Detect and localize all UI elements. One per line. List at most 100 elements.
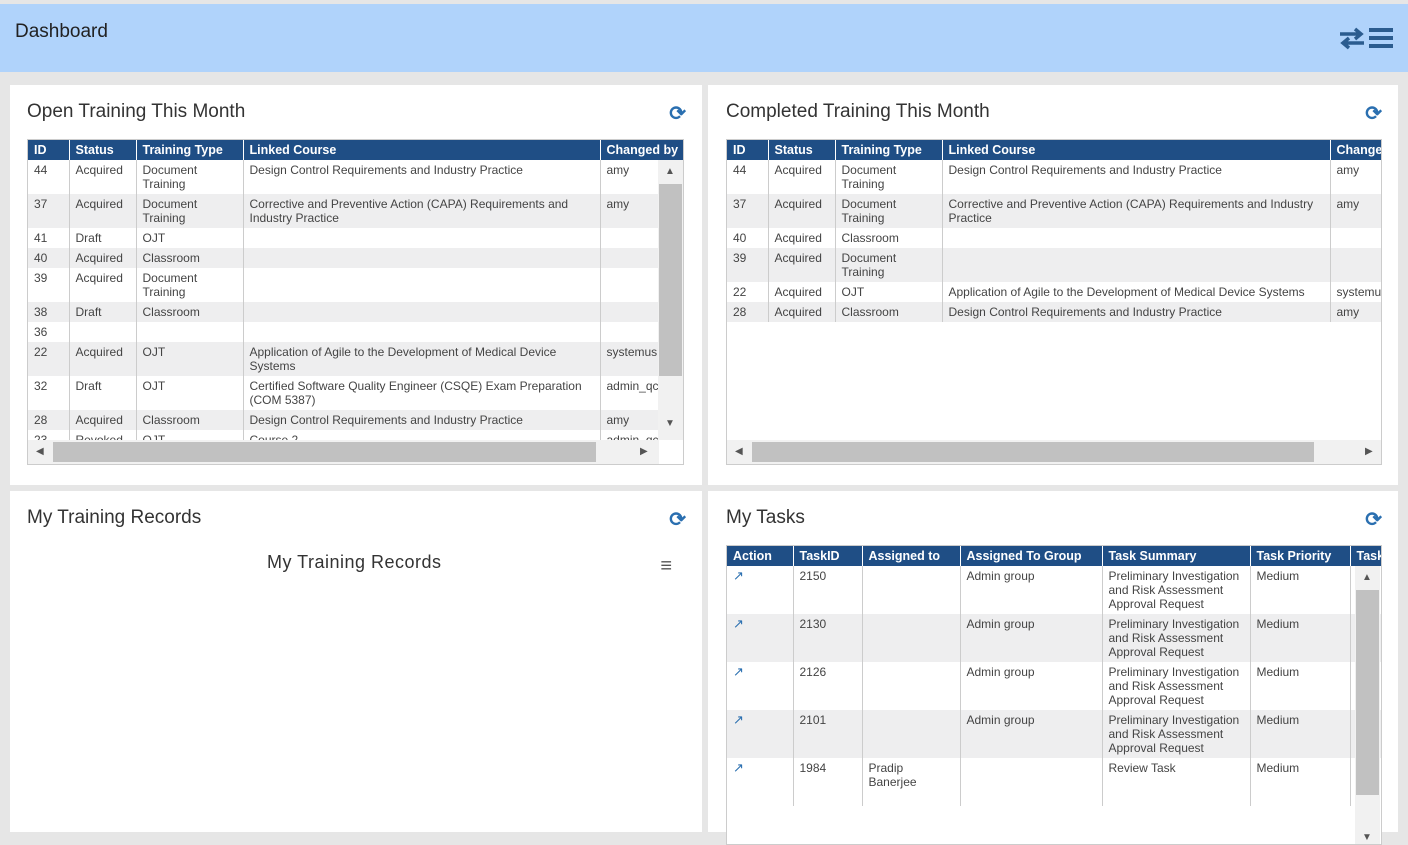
column-header[interactable]: ID bbox=[727, 140, 769, 160]
column-header[interactable]: Changed by bbox=[600, 140, 683, 160]
table-cell: Acquired bbox=[69, 194, 137, 228]
table-row[interactable]: ↗ 1984 Pradip Banerjee Review Task Medium bbox=[727, 758, 1381, 806]
table-row[interactable]: 37 Acquired Document Training Corrective an… bbox=[28, 194, 683, 228]
table-cell: Admin group bbox=[960, 662, 1103, 710]
column-header[interactable]: Task Priority bbox=[1250, 546, 1351, 566]
open-training-table: ID Status Training Type Linked Course Change… bbox=[27, 139, 684, 465]
vertical-scrollbar[interactable]: ▲ ▼ bbox=[658, 160, 683, 440]
table-cell bbox=[243, 268, 601, 302]
table-row[interactable]: 40 Acquired Classroom bbox=[28, 248, 683, 268]
table-cell: Application of Agile to the Development … bbox=[942, 282, 1331, 302]
table-row[interactable]: ↗ 2150 Admin group Preliminary Investigatio… bbox=[727, 566, 1381, 614]
table-row[interactable]: 28 Acquired Classroom Design Control Requir… bbox=[727, 302, 1381, 322]
table-row[interactable]: 44 Acquired Document Training Design Contro… bbox=[28, 160, 683, 194]
table-cell bbox=[1330, 228, 1381, 248]
swap-arrows-icon[interactable] bbox=[1338, 26, 1366, 50]
table-cell: 22 bbox=[28, 342, 70, 376]
column-header[interactable]: Training Type bbox=[835, 140, 943, 160]
table-cell: OJT bbox=[136, 228, 244, 248]
chart-menu-icon[interactable]: ≡ bbox=[660, 555, 672, 577]
column-header[interactable]: Status bbox=[69, 140, 137, 160]
refresh-icon[interactable]: ⟳ bbox=[669, 103, 686, 125]
table-cell: OJT bbox=[835, 282, 943, 302]
column-header[interactable]: ID bbox=[28, 140, 70, 160]
table-row[interactable]: ↗ 2101 Admin group Preliminary Investigatio… bbox=[727, 710, 1381, 758]
table-row[interactable]: 22 Acquired OJT Application of Agile to the… bbox=[28, 342, 683, 376]
table-cell bbox=[862, 566, 961, 614]
open-external-icon[interactable]: ↗ bbox=[733, 760, 744, 775]
table-row[interactable]: 40 Acquired Classroom bbox=[727, 228, 1381, 248]
column-header[interactable]: Changed by bbox=[1330, 140, 1381, 160]
table-cell: 2150 bbox=[793, 566, 863, 614]
table-cell: Medium bbox=[1250, 710, 1351, 758]
horizontal-scrollbar[interactable]: ◀ ▶ bbox=[727, 440, 1381, 464]
column-header[interactable]: Status bbox=[768, 140, 836, 160]
header-row: ID Status Training Type Linked Course Change… bbox=[28, 140, 683, 160]
horizontal-scrollbar[interactable]: ◀ ▶ bbox=[28, 440, 659, 464]
panel-title: My Training Records bbox=[27, 507, 202, 528]
table-cell: Acquired bbox=[768, 282, 836, 302]
table-cell: Certified Software Quality Engineer (CSQ… bbox=[243, 376, 601, 410]
column-header[interactable]: Assigned to bbox=[862, 546, 961, 566]
table-row[interactable]: 38 Draft Classroom bbox=[28, 302, 683, 322]
table-cell: Acquired bbox=[768, 228, 836, 248]
action-cell: ↗ bbox=[727, 566, 794, 614]
column-header[interactable]: Training Type bbox=[136, 140, 244, 160]
open-external-icon[interactable]: ↗ bbox=[733, 664, 744, 679]
table-cell: Acquired bbox=[69, 248, 137, 268]
refresh-icon[interactable]: ⟳ bbox=[1365, 509, 1382, 531]
table-cell: Medium bbox=[1250, 614, 1351, 662]
table-cell: 32 bbox=[28, 376, 70, 410]
column-header[interactable]: Assigned To Group bbox=[960, 546, 1103, 566]
table-cell bbox=[69, 322, 137, 342]
panel-title: My Tasks bbox=[726, 507, 805, 528]
table-row[interactable]: ↗ 2130 Admin group Preliminary Investigatio… bbox=[727, 614, 1381, 662]
table-cell: 22 bbox=[727, 282, 769, 302]
table-cell: Document Training bbox=[136, 268, 244, 302]
table-cell: Acquired bbox=[69, 160, 137, 194]
table-cell bbox=[243, 228, 601, 248]
table-row[interactable]: 22 Acquired OJT Application of Agile to the… bbox=[727, 282, 1381, 302]
table-cell: 39 bbox=[727, 248, 769, 282]
table-row[interactable]: ↗ 2126 Admin group Preliminary Investigatio… bbox=[727, 662, 1381, 710]
column-header[interactable]: Task bbox=[1350, 546, 1381, 566]
table-cell: Preliminary Investigation and Risk Asses… bbox=[1102, 566, 1251, 614]
table-cell bbox=[1330, 248, 1381, 282]
table-cell: Review Task bbox=[1102, 758, 1251, 806]
table-cell: 40 bbox=[727, 228, 769, 248]
column-header[interactable]: TaskID bbox=[793, 546, 863, 566]
table-cell: Draft bbox=[69, 228, 137, 248]
table-cell: Classroom bbox=[835, 302, 943, 322]
header-row: ID Status Training Type Linked Course Change… bbox=[727, 140, 1381, 160]
panel-title: Open Training This Month bbox=[27, 101, 246, 122]
open-external-icon[interactable]: ↗ bbox=[733, 616, 744, 631]
column-header[interactable]: Task Summary bbox=[1102, 546, 1251, 566]
table-row[interactable]: 44 Acquired Document Training Design Contro… bbox=[727, 160, 1381, 194]
table-cell: Design Control Requirements and Industry… bbox=[243, 410, 601, 430]
table-row[interactable]: 37 Acquired Document Training Corrective an… bbox=[727, 194, 1381, 228]
table-cell: 41 bbox=[28, 228, 70, 248]
table-row[interactable]: 32 Draft OJT Certified Software Quality Eng… bbox=[28, 376, 683, 410]
column-header[interactable]: Linked Course bbox=[942, 140, 1331, 160]
table-cell bbox=[136, 322, 244, 342]
table-cell: Draft bbox=[69, 302, 137, 322]
refresh-icon[interactable]: ⟳ bbox=[1365, 103, 1382, 125]
table-row[interactable]: 36 bbox=[28, 322, 683, 342]
column-header[interactable]: Action bbox=[727, 546, 794, 566]
table-row[interactable]: 41 Draft OJT bbox=[28, 228, 683, 248]
vertical-scrollbar[interactable]: ▲ ▼ bbox=[1355, 566, 1380, 844]
hamburger-menu-icon[interactable] bbox=[1368, 26, 1394, 50]
column-header[interactable]: Linked Course bbox=[243, 140, 601, 160]
table-cell: OJT bbox=[136, 376, 244, 410]
completed-training-panel: Completed Training This Month ⟳ ID Status… bbox=[708, 85, 1398, 485]
table-cell bbox=[243, 322, 601, 342]
refresh-icon[interactable]: ⟳ bbox=[669, 509, 686, 531]
table-cell: Preliminary Investigation and Risk Asses… bbox=[1102, 662, 1251, 710]
table-row[interactable]: 39 Acquired Document Training bbox=[727, 248, 1381, 282]
table-cell: Classroom bbox=[835, 228, 943, 248]
table-row[interactable]: 28 Acquired Classroom Design Control Requir… bbox=[28, 410, 683, 430]
open-external-icon[interactable]: ↗ bbox=[733, 712, 744, 727]
table-row[interactable]: 39 Acquired Document Training bbox=[28, 268, 683, 302]
table-cell: Design Control Requirements and Industry… bbox=[942, 160, 1331, 194]
open-external-icon[interactable]: ↗ bbox=[733, 568, 744, 583]
